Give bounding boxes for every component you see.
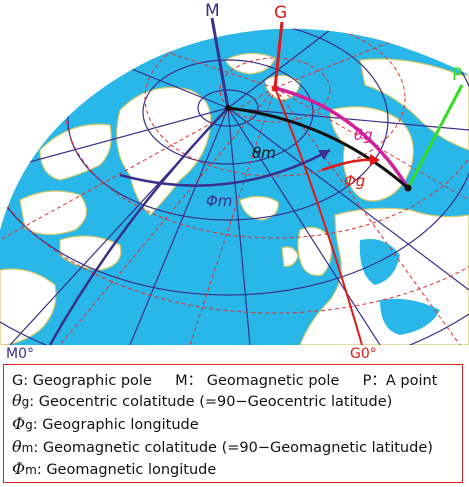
- legend-phi-g-sub: g: [25, 418, 33, 432]
- geomagnetic-grid: [0, 28, 469, 345]
- m-pole-dot: [225, 105, 231, 111]
- legend-row-5: Φm: Geomagnetic longitude: [12, 459, 216, 478]
- label-theta-m: θm: [252, 144, 276, 162]
- legend-phi-g-symbol: Φ: [12, 414, 26, 433]
- p-point-dot: [404, 184, 412, 192]
- phi-m-arc: [119, 148, 331, 187]
- label-p: P: [452, 65, 462, 85]
- legend-p-symbol: P: [362, 373, 372, 389]
- arctic-islands: [39, 123, 112, 181]
- iceland: [239, 195, 279, 221]
- label-g: G: [274, 3, 287, 23]
- legend-row-3: Φg: Geographic longitude: [12, 414, 199, 433]
- british-isles: [297, 226, 332, 277]
- legend-phi-m-symbol: Φ: [12, 459, 26, 478]
- legend-m-symbol: M: [175, 373, 188, 389]
- legend-theta-g-sub: g: [21, 395, 30, 409]
- legend-phi-m-desc: : Geomagnetic longitude: [36, 462, 217, 478]
- label-phi-g: Φg: [344, 172, 365, 190]
- label-phi-m: Φm: [206, 192, 232, 210]
- theta-m-line: [227, 106, 409, 190]
- theta-g-arc: [274, 86, 410, 189]
- p-point-axis: [406, 84, 464, 189]
- legend-theta-m-sub: m: [21, 441, 34, 455]
- label-m0: M0°: [6, 346, 34, 362]
- legend-theta-g-symbol: θ: [12, 391, 22, 410]
- g-pole-axis: [273, 21, 284, 89]
- legend-g-desc: : Geographic pole: [23, 373, 152, 389]
- label-m: M: [205, 1, 220, 21]
- legend-phi-g-desc: : Geographic longitude: [32, 417, 199, 433]
- legend-theta-m-symbol: θ: [12, 437, 22, 456]
- m0-meridian: [48, 107, 229, 346]
- g0-meridian: [274, 87, 363, 346]
- legend-row-2: θg: Geocentric colatitude (=90−Geocentri…: [12, 391, 392, 410]
- m-pole-axis: [210, 17, 230, 109]
- legend-theta-g-desc: : Geocentric colatitude (=90−Geocentric …: [29, 394, 393, 410]
- label-theta-g: θg: [354, 126, 373, 144]
- g-pole-dot: [272, 85, 278, 91]
- legend-row-1: G: Geographic pole M： Geomagnetic pole P…: [12, 369, 437, 390]
- legend-box: G: Geographic pole M： Geomagnetic pole P…: [3, 364, 463, 483]
- legend-m-desc: ： Geomagnetic pole: [187, 373, 340, 389]
- legend-phi-m-sub: m: [25, 463, 37, 477]
- legend-g-symbol: G: [12, 373, 24, 389]
- label-g0: G0°: [350, 346, 377, 362]
- legend-theta-m-desc: : Geomagnetic colatitude (=90−Geomagneti…: [33, 440, 433, 456]
- legend-row-4: θm: Geomagnetic colatitude (=90−Geomagne…: [12, 437, 433, 456]
- legend-p-desc: ：A point: [371, 373, 438, 389]
